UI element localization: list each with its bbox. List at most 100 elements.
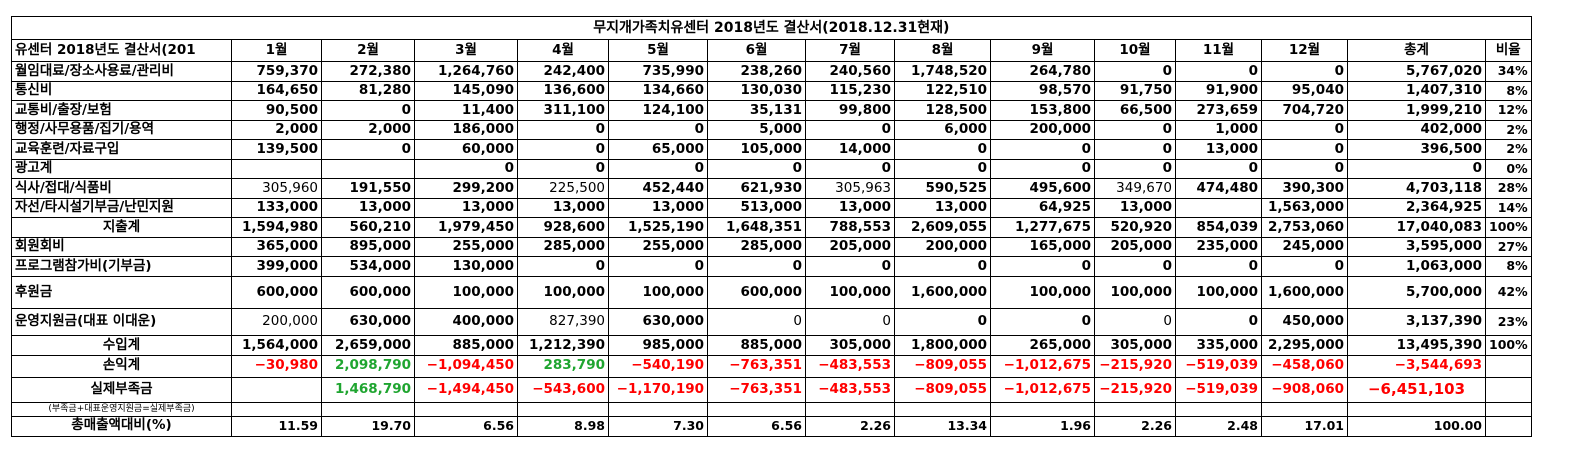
value-cell <box>231 158 322 179</box>
value-cell: 1,800,000 <box>894 335 991 356</box>
value-cell: 2,295,000 <box>1261 335 1348 356</box>
empty-cell <box>1485 376 1532 403</box>
value-cell: 145,090 <box>414 80 518 101</box>
value-cell: 66,500 <box>1094 100 1176 121</box>
value-cell: 191,550 <box>321 178 415 199</box>
percent-label: 총매출액대비(%) <box>11 415 232 437</box>
ratio-cell: 42% <box>1485 276 1532 309</box>
profit-cell: 2,098,790 <box>321 354 415 378</box>
value-cell: 1,212,390 <box>517 335 609 356</box>
value-cell: 205,000 <box>1094 236 1176 257</box>
value-cell: 399,000 <box>231 256 322 277</box>
value-cell: 534,000 <box>321 256 415 277</box>
ratio-header: 비율 <box>1485 39 1532 62</box>
value-cell: 128,500 <box>894 100 991 121</box>
value-cell: 0 <box>707 158 806 179</box>
value-cell: 14,000 <box>805 139 895 160</box>
month-header: 2월 <box>321 39 415 62</box>
deficit-cell: −1,012,675 <box>990 376 1095 403</box>
ratio-cell: 28% <box>1485 178 1532 199</box>
header-label: 유센터 2018년도 결산서(201 <box>11 39 232 62</box>
value-cell: 1,564,000 <box>231 335 322 356</box>
empty-cell <box>707 401 806 417</box>
empty-cell <box>608 401 708 417</box>
ratio-cell: 23% <box>1485 308 1532 336</box>
value-cell: 2,753,060 <box>1261 217 1348 238</box>
deficit-label: 실제부족금 <box>11 376 232 403</box>
percent-cell: 6.56 <box>707 415 806 437</box>
value-cell: 1,264,760 <box>414 61 518 82</box>
value-cell: 2,000 <box>321 119 415 140</box>
value-cell: 0 <box>1175 61 1262 82</box>
value-cell: 788,553 <box>805 217 895 238</box>
value-cell: 134,660 <box>608 80 708 101</box>
value-cell: 895,000 <box>321 236 415 257</box>
value-cell: 200,000 <box>894 236 991 257</box>
value-cell: 474,480 <box>1175 178 1262 199</box>
value-cell: 560,210 <box>321 217 415 238</box>
value-cell: 255,000 <box>608 236 708 257</box>
value-cell: 95,040 <box>1261 80 1348 101</box>
expense-row: 교육훈련/자료구입 139,500 0 60,000 0 65,000 105,000 14,… <box>11 139 1532 160</box>
value-cell: 0 <box>990 256 1095 277</box>
value-cell: 0 <box>1175 158 1262 179</box>
value-cell: 0 <box>707 308 806 336</box>
value-cell: 520,920 <box>1094 217 1176 238</box>
month-header: 11월 <box>1175 39 1262 62</box>
value-cell: 1,648,351 <box>707 217 806 238</box>
total-cell: 3,137,390 <box>1347 308 1486 336</box>
total-cell: 3,595,000 <box>1347 236 1486 257</box>
value-cell: 100,000 <box>805 276 895 309</box>
value-cell: 0 <box>805 256 895 277</box>
value-cell: 91,750 <box>1094 80 1176 101</box>
value-cell: 0 <box>1094 308 1176 336</box>
month-header: 6월 <box>707 39 806 62</box>
profit-cell: −215,920 <box>1094 354 1176 378</box>
profit-row: 손익계 −30,980 2,098,790 −1,094,450 283,790 −540… <box>11 354 1532 378</box>
value-cell: 600,000 <box>231 276 322 309</box>
value-cell: 11,400 <box>414 100 518 121</box>
expense-row-label: 교육훈련/자료구입 <box>11 139 232 160</box>
value-cell: 1,600,000 <box>1261 276 1348 309</box>
value-cell: 630,000 <box>608 308 708 336</box>
percent-row: 총매출액대비(%) 11.59 19.70 6.56 8.98 7.30 6.56 2.26 1… <box>11 415 1532 437</box>
value-cell: 305,960 <box>231 178 322 199</box>
profit-cell: −1,012,675 <box>990 354 1095 378</box>
value-cell: 2,659,000 <box>321 335 415 356</box>
expense-total-row: 지출계 1,594,980 560,210 1,979,450 928,600 1,525… <box>11 217 1532 238</box>
value-cell: 122,510 <box>894 80 991 101</box>
value-cell: 98,570 <box>990 80 1095 101</box>
empty-cell <box>517 401 609 417</box>
value-cell: 735,990 <box>608 61 708 82</box>
profit-cell: −458,060 <box>1261 354 1348 378</box>
value-cell: 0 <box>1094 61 1176 82</box>
value-cell: 0 <box>707 256 806 277</box>
value-cell: 1,563,000 <box>1261 197 1348 218</box>
value-cell: 0 <box>608 158 708 179</box>
value-cell: 1,594,980 <box>231 217 322 238</box>
month-header: 9월 <box>990 39 1095 62</box>
value-cell: 100,000 <box>414 276 518 309</box>
value-cell: 0 <box>1094 256 1176 277</box>
percent-cell: 1.96 <box>990 415 1095 437</box>
profit-cell: 283,790 <box>517 354 609 378</box>
value-cell: 0 <box>1261 119 1348 140</box>
value-cell: 6,000 <box>894 119 991 140</box>
deficit-cell: −763,351 <box>707 376 806 403</box>
ratio-cell: 8% <box>1485 80 1532 101</box>
deficit-cell: −483,553 <box>805 376 895 403</box>
empty-cell <box>1175 401 1262 417</box>
month-header: 3월 <box>414 39 518 62</box>
percent-cell: 19.70 <box>321 415 415 437</box>
deficit-cell: −543,600 <box>517 376 609 403</box>
value-cell: 99,800 <box>805 100 895 121</box>
total-cell: 13,495,390 <box>1347 335 1486 356</box>
value-cell: 704,720 <box>1261 100 1348 121</box>
value-cell: 100,000 <box>517 276 609 309</box>
income-row-label: 프로그램참가비(기부금) <box>11 256 232 277</box>
value-cell: 365,000 <box>231 236 322 257</box>
profit-cell: −809,055 <box>894 354 991 378</box>
value-cell <box>1175 197 1262 218</box>
value-cell: 165,000 <box>990 236 1095 257</box>
profit-total: −3,544,693 <box>1347 354 1486 378</box>
